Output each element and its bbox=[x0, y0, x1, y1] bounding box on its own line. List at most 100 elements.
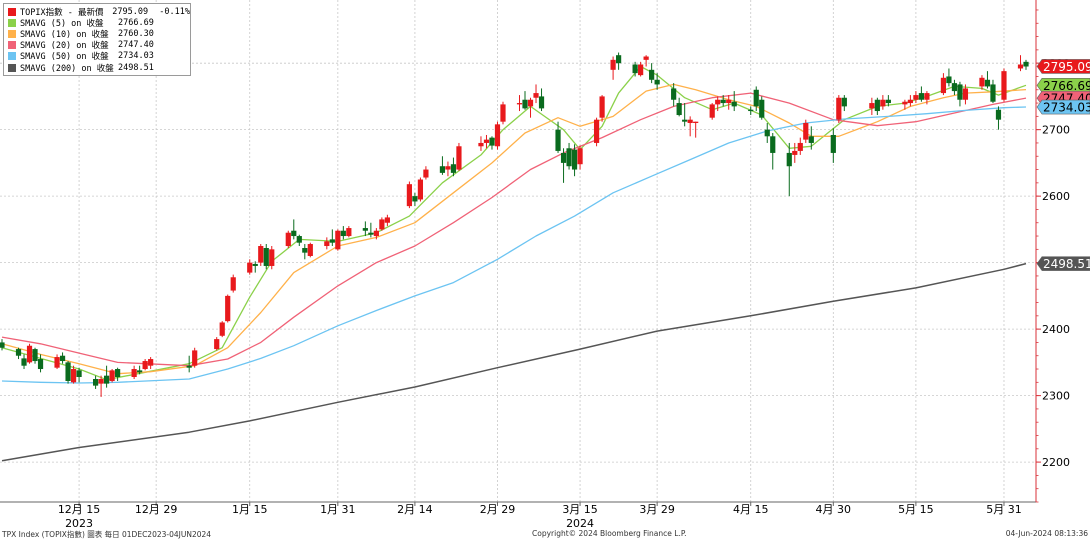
candle bbox=[726, 95, 732, 110]
candle bbox=[219, 321, 225, 338]
candle-body bbox=[70, 369, 77, 383]
candle bbox=[792, 142, 798, 163]
candle bbox=[269, 246, 275, 270]
candle bbox=[654, 73, 660, 90]
candle-body bbox=[1017, 64, 1024, 69]
candle-body bbox=[874, 99, 880, 112]
x-tick-label: 2月 14 bbox=[397, 503, 433, 516]
candle-body bbox=[995, 109, 1002, 120]
candle bbox=[412, 192, 418, 207]
tag-label: 2766.69 bbox=[1043, 79, 1090, 93]
candle bbox=[32, 347, 38, 364]
candle bbox=[335, 229, 341, 251]
candle-body bbox=[638, 64, 644, 76]
candle-body bbox=[599, 96, 605, 118]
candle bbox=[324, 237, 330, 250]
candle-body bbox=[880, 99, 886, 107]
candle bbox=[142, 359, 148, 371]
candle bbox=[990, 79, 996, 104]
candle bbox=[291, 219, 297, 240]
candle-body bbox=[478, 142, 484, 147]
candle-body bbox=[571, 149, 578, 170]
candle bbox=[258, 244, 264, 266]
candle-body bbox=[252, 263, 258, 266]
tag-label: 2734.03 bbox=[1043, 101, 1090, 115]
candle bbox=[379, 217, 385, 231]
legend-value: 2795.09 bbox=[112, 6, 149, 17]
candle-body bbox=[654, 79, 660, 85]
candle-body bbox=[836, 97, 842, 120]
candle-body bbox=[555, 129, 561, 151]
candle-body bbox=[726, 99, 732, 104]
candle bbox=[373, 228, 379, 240]
legend-swatch bbox=[8, 41, 16, 50]
candle bbox=[671, 83, 677, 107]
legend-name: SMAVG (5) on 收盤 bbox=[20, 18, 104, 29]
y-tick-label: 2700 bbox=[1042, 124, 1070, 137]
candle bbox=[748, 106, 754, 116]
legend-swatch bbox=[8, 52, 16, 61]
candle-body bbox=[715, 99, 721, 105]
candle-body bbox=[610, 59, 616, 70]
candle bbox=[131, 365, 137, 379]
candle bbox=[214, 337, 220, 351]
candle-body bbox=[792, 150, 798, 155]
candle-body bbox=[54, 357, 60, 368]
legend-swatch bbox=[8, 29, 16, 38]
footer-timestamp: 04-Jun-2024 08:13:36 bbox=[1005, 529, 1088, 538]
candle-body bbox=[951, 83, 958, 92]
legend-row: SMAVG (5) on 收盤 2766.69 bbox=[8, 17, 190, 29]
candle-body bbox=[759, 99, 765, 118]
candle bbox=[225, 294, 231, 323]
candle-body bbox=[291, 230, 297, 237]
candle bbox=[0, 339, 5, 351]
candle bbox=[907, 95, 913, 107]
candle-body bbox=[687, 119, 693, 124]
candle bbox=[874, 97, 880, 116]
candle bbox=[406, 181, 412, 209]
candle-body bbox=[186, 365, 192, 368]
candle bbox=[340, 226, 346, 240]
candle-body bbox=[797, 142, 803, 151]
candle-body bbox=[957, 84, 963, 100]
candle-body bbox=[131, 369, 137, 377]
legend-name: SMAVG (200) on 收盤 bbox=[20, 63, 114, 74]
candle bbox=[302, 244, 308, 260]
footer-copyright: Copyright© 2024 Bloomberg Finance L.P. bbox=[532, 529, 687, 538]
candle bbox=[560, 148, 567, 183]
candle-body bbox=[918, 93, 924, 100]
legend-value: 2747.40 bbox=[118, 40, 154, 51]
x-year-label: 2023 bbox=[65, 517, 93, 530]
sma-line bbox=[1, 65, 1027, 381]
last-value-tag: 2498.51 bbox=[1036, 256, 1090, 271]
candle bbox=[979, 75, 985, 90]
candle bbox=[913, 91, 919, 104]
candle bbox=[494, 121, 501, 150]
candle-body bbox=[693, 121, 699, 124]
candle-body bbox=[907, 99, 913, 104]
candle-body bbox=[516, 103, 523, 105]
candle-body bbox=[59, 355, 66, 362]
candle bbox=[384, 214, 390, 227]
candle bbox=[649, 63, 655, 84]
candle bbox=[76, 367, 82, 383]
candle bbox=[715, 96, 721, 112]
legend-name: SMAVG (20) on 收盤 bbox=[20, 41, 109, 52]
legend-swatch bbox=[8, 18, 16, 27]
candle bbox=[830, 128, 836, 163]
candle-body bbox=[764, 129, 770, 137]
candle bbox=[516, 95, 523, 112]
candle bbox=[522, 91, 528, 110]
x-tick-label: 1月 31 bbox=[320, 503, 356, 516]
candle-body bbox=[913, 95, 919, 100]
candle-body bbox=[32, 349, 38, 362]
candle bbox=[148, 357, 154, 370]
candle-body bbox=[373, 230, 379, 237]
candle-body bbox=[445, 166, 451, 170]
legend-row: SMAVG (10) on 收盤 2760.30 bbox=[8, 28, 190, 40]
tag-label: 2795.09 bbox=[1043, 60, 1090, 74]
candle bbox=[104, 365, 110, 388]
candle bbox=[632, 61, 638, 77]
sma-line bbox=[1, 92, 1027, 367]
